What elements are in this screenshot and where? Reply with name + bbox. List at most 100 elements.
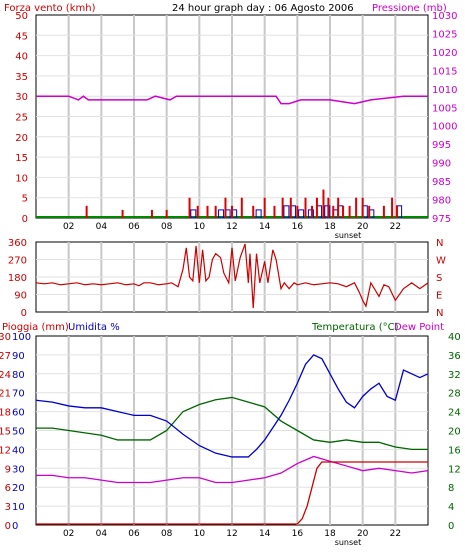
y-tick-label-temperature: 20: [448, 427, 461, 438]
humidity-line: [35, 354, 429, 458]
y-tick-label-humidity: 100: [12, 332, 31, 343]
x-tick-label: 06: [128, 222, 140, 232]
y-tick-label-wind: 45: [15, 31, 28, 42]
x-tick-label: 22: [390, 222, 401, 232]
y-tick-label-pressure: 995: [432, 140, 451, 151]
y-tick-label-pressure: 985: [432, 177, 451, 188]
y-tick-label-rain: 9: [5, 464, 11, 475]
y-tick-label-wind: 20: [15, 133, 28, 144]
y-tick-label-humidity: 90: [12, 351, 25, 362]
x-tick-label: 08: [161, 222, 173, 232]
y-tick-label-temperature: 16: [448, 445, 461, 456]
y-tick-label-pressure: 1000: [432, 122, 457, 133]
x-tick-label: 18: [324, 529, 336, 539]
direction-label: N: [436, 308, 443, 319]
wind-direction-line: [35, 243, 429, 309]
x-tick-label: 14: [259, 529, 271, 539]
x-tick-label: 20: [357, 222, 369, 232]
humidity-axis-label: Umidita %: [68, 322, 120, 333]
y-tick-label-direction: 90: [14, 291, 27, 302]
y-tick-label-direction: 0: [21, 308, 27, 319]
x-tick-label: 20: [357, 529, 369, 539]
sunset-label: sunset: [335, 231, 362, 240]
direction-label: N: [436, 238, 443, 249]
y-tick-label-wind: 50: [15, 11, 28, 22]
y-tick-label-temperature: 36: [448, 351, 461, 362]
x-tick-label: 10: [194, 222, 206, 232]
y-tick-label-humidity: 0: [12, 521, 18, 532]
y-tick-label-rain: 27: [0, 351, 11, 362]
x-tick-label: 10: [194, 529, 206, 539]
y-tick-label-humidity: 30: [12, 464, 25, 475]
pressure-line: [36, 95, 428, 105]
x-tick-label: 02: [63, 222, 74, 232]
y-tick-label-humidity: 20: [12, 483, 25, 494]
y-tick-label-pressure: 1025: [432, 29, 457, 40]
sunset-label: sunset: [335, 538, 362, 547]
y-tick-label-rain: 0: [5, 521, 11, 532]
y-tick-label-temperature: 24: [448, 408, 461, 419]
y-tick-label-humidity: 50: [12, 427, 25, 438]
y-tick-label-temperature: 0: [448, 521, 454, 532]
x-tick-label: 22: [390, 529, 401, 539]
rain-axis-label: Pioggia (mm): [2, 322, 69, 333]
y-tick-label-direction: 180: [8, 273, 27, 284]
x-tick-label: 18: [324, 222, 336, 232]
y-tick-label-rain: 3: [5, 502, 11, 513]
wind-avg-bar: [190, 209, 197, 219]
y-tick-label-temperature: 12: [448, 464, 461, 475]
y-tick-label-temperature: 4: [448, 502, 454, 513]
y-tick-label-wind: 30: [15, 92, 28, 103]
y-tick-label-humidity: 40: [12, 445, 25, 456]
y-tick-label-wind: 15: [15, 153, 28, 164]
y-tick-label-rain: 18: [0, 408, 11, 419]
dewpoint-axis-label: Dew Point: [394, 322, 444, 333]
x-tick-label: 16: [292, 222, 304, 232]
x-tick-label: 06: [128, 529, 140, 539]
y-tick-label-pressure: 1020: [432, 48, 457, 59]
y-tick-label-temperature: 40: [448, 332, 461, 343]
x-tick-label: 08: [161, 529, 173, 539]
y-tick-label-rain: 30: [0, 332, 11, 343]
direction-label: S: [436, 273, 442, 284]
y-tick-label-temperature: 32: [448, 370, 461, 381]
y-tick-label-pressure: 1015: [432, 66, 457, 77]
y-tick-label-wind: 35: [15, 72, 28, 83]
x-tick-label: 16: [292, 529, 304, 539]
y-tick-label-temperature: 8: [448, 483, 454, 494]
direction-label: E: [436, 291, 442, 302]
x-tick-label: 12: [226, 222, 237, 232]
y-tick-label-wind: 10: [15, 173, 28, 184]
y-tick-label-humidity: 10: [12, 502, 25, 513]
y-tick-label-humidity: 60: [12, 408, 25, 419]
chart-title: 24 hour graph day : 06 Agosto 2006: [172, 3, 354, 14]
wind-avg-bar: [283, 205, 290, 219]
wind-avg-bar: [324, 205, 331, 219]
y-tick-label-pressure: 1010: [432, 85, 457, 96]
y-tick-label-pressure: 980: [432, 196, 451, 207]
y-tick-label-pressure: 1030: [432, 11, 457, 22]
temperature-line: [36, 396, 428, 451]
y-tick-label-rain: 15: [0, 427, 11, 438]
wind-pressure-panel: 02 04 06 08 10 12 14 16 18 20 22sunset051015202530…: [15, 11, 457, 240]
y-tick-label-rain: 12: [0, 445, 11, 456]
wind-avg-bar: [255, 209, 262, 219]
rain-line: [36, 461, 428, 525]
pressure-axis-label: Pressione (mb): [372, 3, 447, 14]
y-tick-label-wind: 25: [15, 113, 28, 124]
x-tick-label: 02: [63, 529, 74, 539]
wind-avg-bar: [218, 209, 225, 219]
y-tick-label-wind: 5: [22, 194, 28, 205]
temperature-axis-label: Temperatura (°C): [311, 322, 399, 333]
y-tick-label-pressure: 990: [432, 159, 451, 170]
x-tick-label: 04: [96, 529, 108, 539]
y-tick-label-humidity: 80: [12, 370, 25, 381]
y-tick-label-rain: 24: [0, 370, 11, 381]
y-tick-label-humidity: 70: [12, 389, 25, 400]
y-tick-label-pressure: 975: [432, 214, 451, 225]
y-tick-label-wind: 40: [15, 52, 28, 63]
y-tick-label-direction: 270: [8, 256, 27, 267]
